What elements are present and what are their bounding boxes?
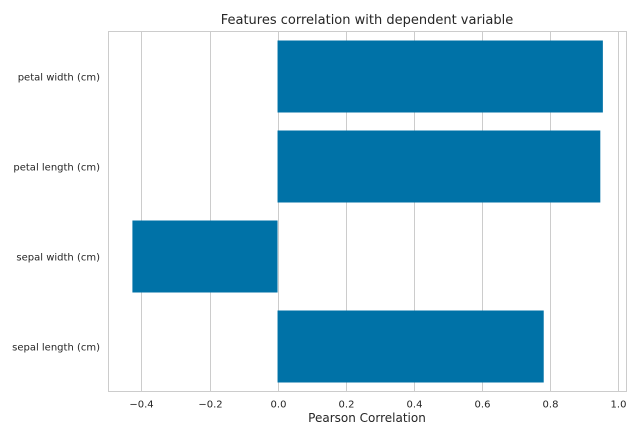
x-axis-label: Pearson Correlation (308, 411, 426, 425)
plot-frame (108, 31, 627, 392)
bars (132, 40, 603, 383)
x-tick-label: −0.2 (198, 400, 222, 411)
x-tick-label: 0.8 (543, 400, 559, 411)
y-tick-label: sepal length (cm) (12, 343, 100, 354)
bar-petal-width (277, 40, 603, 113)
bar-sepal-width (132, 220, 278, 293)
bar-sepal-length (277, 310, 544, 383)
bar-petal-length (277, 130, 601, 203)
x-tick-label: 1.0 (611, 400, 627, 411)
x-tick-labels: −0.4 −0.2 0.0 0.2 0.4 0.6 0.8 1.0 (129, 400, 626, 411)
x-tick-label: 0.0 (271, 400, 287, 411)
x-tick-label: 0.6 (475, 400, 491, 411)
y-tick-labels: sepal length (cm) sepal width (cm) petal l… (12, 73, 100, 354)
y-tick-label: petal length (cm) (13, 163, 100, 174)
y-tick-label: sepal width (cm) (16, 253, 100, 264)
chart-title: Features correlation with dependent vari… (221, 13, 514, 28)
x-tick-label: 0.2 (339, 400, 355, 411)
x-tick-label: 0.4 (407, 400, 423, 411)
y-tick-label: petal width (cm) (18, 73, 100, 84)
x-tick-label: −0.4 (129, 400, 153, 411)
